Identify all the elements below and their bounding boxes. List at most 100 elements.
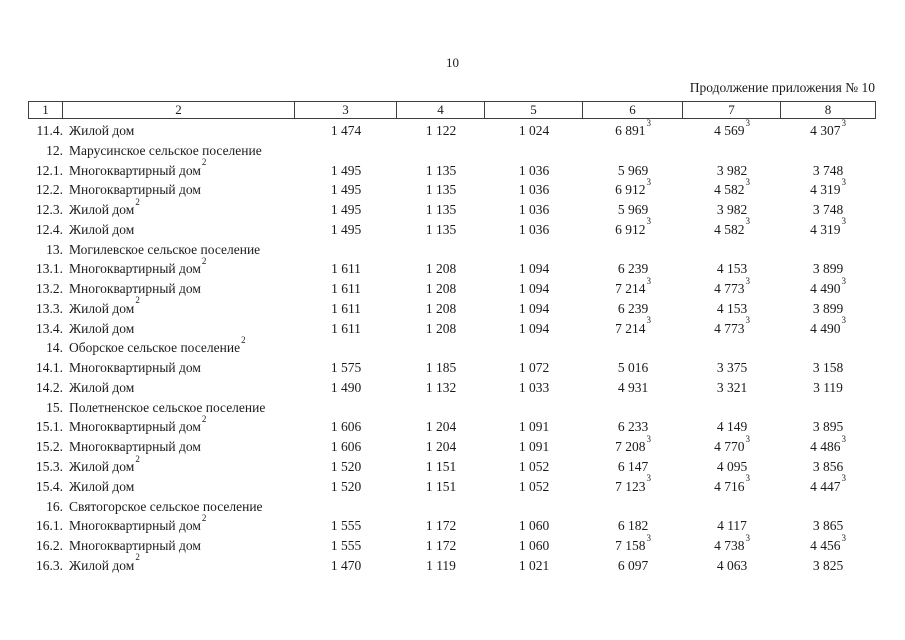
footnote-marker: 2 [135, 196, 140, 207]
value-cell: 1 135 [425, 182, 457, 198]
value-cell: 4 7383 [714, 532, 750, 554]
value-cell: 1 208 [425, 300, 457, 316]
value-cell: 4 3193 [810, 176, 846, 198]
value-cell [683, 141, 781, 161]
value-cell [683, 338, 781, 358]
value-cell: 3 825 [812, 557, 844, 573]
value-cell: 7 1583 [615, 532, 651, 554]
footnote-marker: 2 [135, 453, 140, 464]
row-label: Жилой дом [69, 320, 135, 336]
value-cell: 7 2143 [615, 315, 651, 336]
footnote-marker: 3 [745, 275, 750, 286]
value-cell: 1 072 [518, 360, 550, 376]
value-cell: 4 7703 [714, 433, 750, 455]
value-cell: 1 119 [426, 557, 456, 573]
value-cell: 1 208 [425, 261, 457, 277]
column-header-6: 6 [583, 102, 683, 118]
value-cell: 1 606 [330, 419, 362, 435]
value-cell: 1 208 [425, 281, 457, 297]
value-cell: 4 7163 [714, 473, 750, 494]
footnote-marker: 2 [201, 413, 207, 424]
value-cell: 1 060 [518, 518, 550, 534]
row-number: 12.2. [36, 182, 63, 198]
value-cell: 1 606 [330, 439, 362, 455]
label-cell: 12. Марусинское сельское поселение [29, 141, 295, 161]
value-cell: 4 063 [716, 557, 748, 573]
value-cell: 6 097 [617, 557, 649, 573]
value-cell [485, 338, 583, 358]
value-cell: 4 7733 [714, 275, 750, 297]
value-cell [397, 338, 485, 358]
column-header-3: 3 [295, 102, 397, 118]
value-cell: 1 021 [518, 557, 550, 573]
value-cell: 1 575 [330, 360, 362, 376]
footnote-marker: 3 [841, 473, 846, 484]
value-cell: 1 052 [518, 478, 550, 494]
value-cell: 4 117 [717, 518, 747, 534]
value-cell: 4 3193 [810, 216, 846, 237]
value-cell: 1 036 [518, 182, 550, 198]
value-cell: 1 036 [518, 221, 550, 237]
value-cell: 1 151 [425, 478, 457, 494]
row-label: Жилой дом [69, 123, 135, 138]
label-cell: 15.2. Многоквартирный дом [29, 437, 295, 457]
row-label: Многоквартирный дом2 [69, 255, 207, 277]
row-number: 13.1. [36, 261, 63, 277]
value-cell: 1 052 [518, 459, 550, 475]
value-cell [781, 338, 875, 358]
value-cell [295, 398, 397, 418]
table-row: 15.4. Жилой дом 1 520 1 151 1 052 7 1233 4 716… [29, 473, 875, 497]
row-number: 15.2. [36, 439, 63, 455]
value-cell: 4 5693 [714, 117, 750, 138]
value-cell: 1 036 [518, 202, 550, 218]
footnote-marker: 2 [201, 512, 207, 523]
table-row: 14.1. Многоквартирный дом 1 575 1 185 1 072 5… [29, 358, 875, 378]
value-cell: 1 151 [425, 459, 457, 475]
value-cell: 1 185 [425, 360, 457, 376]
footnote-marker: 3 [646, 315, 651, 326]
value-cell: 1 172 [425, 518, 457, 534]
value-cell: 4 4903 [810, 275, 846, 297]
row-label: Могилевское сельское поселение [69, 241, 261, 257]
row-number: 15.1. [36, 419, 63, 435]
value-cell: 1 094 [518, 300, 550, 316]
value-cell: 1 470 [330, 557, 362, 573]
row-number: 16.2. [36, 538, 63, 554]
row-number: 15.3. [36, 459, 63, 475]
value-cell [397, 240, 485, 260]
value-cell: 3 119 [813, 379, 843, 395]
value-cell: 6 9123 [615, 176, 651, 198]
value-cell: 1 122 [425, 123, 457, 138]
value-cell: 4 149 [716, 419, 748, 435]
footnote-marker: 3 [841, 117, 846, 128]
footnote-marker: 3 [745, 433, 750, 444]
value-cell: 1 172 [425, 538, 457, 554]
value-cell: 3 895 [812, 419, 844, 435]
footnote-marker: 3 [646, 473, 651, 484]
value-cell: 4 4563 [810, 532, 846, 554]
row-label: Жилой дом2 [69, 196, 140, 218]
table-section-row: 15. Полетненское сельское поселение [29, 398, 875, 418]
value-cell [781, 398, 875, 418]
label-cell: 15.1. Многоквартирный дом2 [29, 413, 295, 437]
value-cell: 1 135 [425, 221, 457, 237]
row-number: 12. [46, 142, 63, 158]
value-cell [397, 141, 485, 161]
page-number: 10 [446, 55, 459, 70]
footnote-marker: 3 [646, 176, 651, 187]
value-cell [683, 398, 781, 418]
label-cell: 11.4. Жилой дом [29, 121, 295, 141]
footnote-marker: 2 [241, 334, 246, 345]
column-header-2: 2 [63, 102, 295, 118]
footnote-marker: 3 [646, 275, 651, 286]
value-cell: 1 094 [518, 281, 550, 297]
value-cell: 1 611 [331, 281, 361, 297]
value-cell: 7 2143 [615, 275, 651, 297]
label-cell: 14.2. Жилой дом [29, 378, 295, 398]
row-label: Жилой дом [69, 478, 135, 494]
value-cell: 4 5823 [714, 176, 750, 198]
row-number: 12.3. [36, 202, 63, 218]
value-cell [781, 141, 875, 161]
